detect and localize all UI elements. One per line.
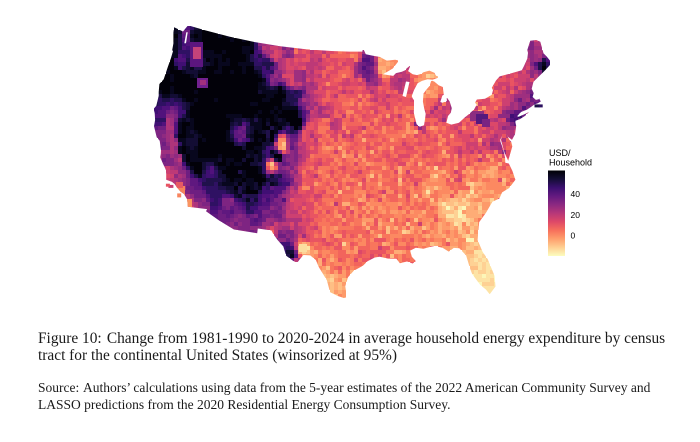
svg-text:0: 0 (571, 231, 576, 241)
svg-text:20: 20 (571, 210, 581, 220)
svg-text:40: 40 (571, 189, 581, 199)
svg-text:USD/: USD/ (549, 148, 571, 158)
svg-text:Household: Household (549, 157, 592, 167)
